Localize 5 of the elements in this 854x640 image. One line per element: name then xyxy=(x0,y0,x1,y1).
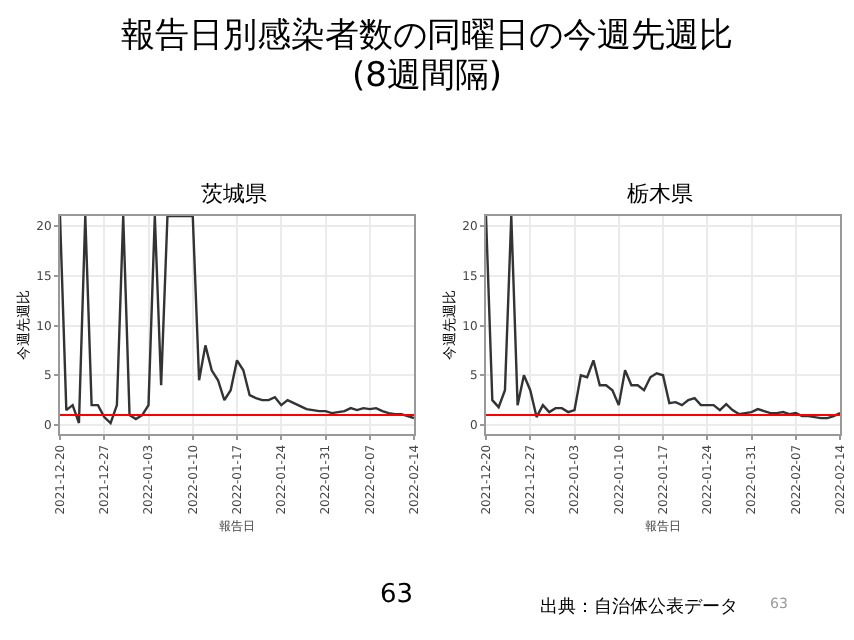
chart-subtitle: 栃木県 xyxy=(627,180,694,207)
chart-subtitle: 茨城県 xyxy=(201,180,268,207)
source-note: 出典：自治体公表データ xyxy=(540,595,738,620)
chart-title: 報告日別感染者数の同曜日の今週先週比 (8週間隔) xyxy=(119,16,735,96)
text: 63 xyxy=(380,580,414,610)
